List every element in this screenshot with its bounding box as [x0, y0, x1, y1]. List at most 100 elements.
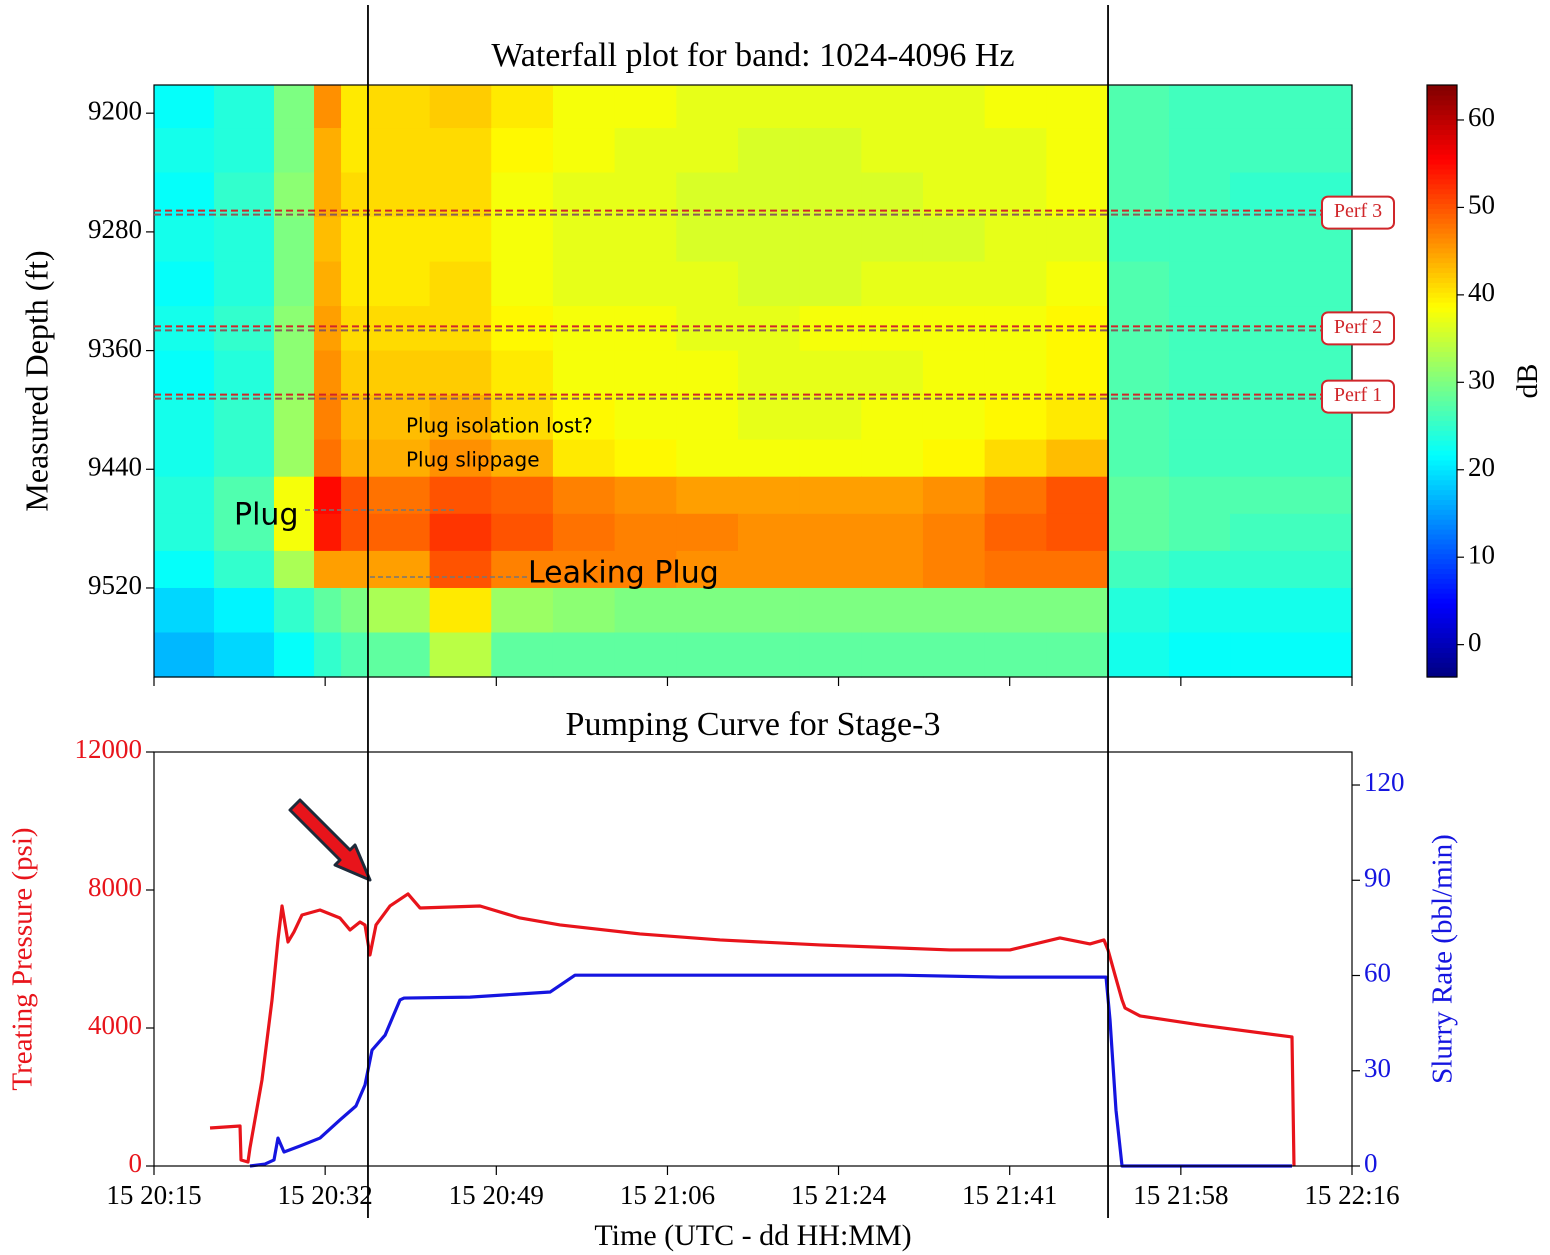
heat-cell [429, 128, 492, 174]
colorbar-swatch [1427, 89, 1457, 96]
annotation: Leaking Plug [528, 556, 719, 591]
heat-cell [213, 439, 275, 478]
heatmap-cells [154, 85, 1353, 678]
heat-cell [1169, 128, 1231, 174]
heat-cell [984, 350, 1047, 396]
heat-cell [491, 476, 554, 515]
colorbar-swatch [1427, 237, 1457, 244]
y-axis-label: Treating Pressure (psi) [7, 827, 39, 1090]
series-line [249, 973, 1292, 1168]
colorbar-swatch [1427, 494, 1457, 500]
colorbar-tick-label: 20 [1468, 452, 1495, 482]
heat-cell [861, 550, 924, 589]
heat-cell [273, 632, 315, 678]
heat-cell [154, 306, 215, 352]
heat-cell [154, 172, 215, 218]
heat-cell [314, 550, 342, 589]
heat-cell [676, 439, 739, 478]
heat-cell [1108, 306, 1170, 352]
heat-cell [154, 587, 215, 634]
heat-cell [1169, 217, 1231, 263]
colorbar-swatch [1427, 603, 1457, 609]
heat-cell [1046, 439, 1109, 478]
heat-cell [922, 439, 986, 478]
heat-cell [922, 476, 986, 515]
heat-cell [1230, 439, 1353, 478]
heat-cell [738, 476, 801, 515]
heat-cell [676, 550, 739, 589]
colorbar-swatch [1427, 459, 1457, 466]
annotation: Plug slippage [406, 448, 540, 472]
colorbar-swatch [1427, 612, 1457, 619]
heat-cell [154, 261, 215, 307]
heat-cell [922, 350, 986, 396]
colorbar-swatch [1427, 558, 1457, 565]
heat-cell [676, 632, 739, 678]
colorbar-swatch [1427, 371, 1457, 377]
heat-cell [429, 587, 492, 634]
heat-cell [1108, 217, 1170, 263]
heat-cell [1046, 513, 1109, 552]
colorbar-swatch [1427, 292, 1457, 298]
heat-cell [614, 172, 677, 218]
colorbar-swatch [1427, 425, 1457, 431]
colorbar-tick-label: 0 [1468, 627, 1482, 657]
heat-cell [367, 261, 431, 307]
colorbar-swatch [1427, 257, 1457, 264]
heat-cell [341, 513, 369, 552]
heat-cell [154, 128, 215, 174]
x-tick-label: 15 21:06 [620, 1180, 715, 1210]
perf-label: Perf 1 [1334, 384, 1382, 406]
heat-cell [922, 261, 986, 307]
heat-cell [341, 350, 369, 396]
heat-cell [614, 217, 677, 263]
colorbar-swatch [1427, 405, 1457, 412]
heat-cell [1169, 395, 1231, 441]
colorbar-swatch [1427, 346, 1457, 352]
y-tick-label: 0 [129, 1148, 143, 1178]
heat-cell [984, 513, 1047, 552]
heat-cell [861, 587, 924, 634]
heat-cell [367, 350, 431, 396]
heat-cell [799, 350, 862, 396]
heat-cell [367, 128, 431, 174]
heat-cell [491, 85, 554, 129]
colorbar-swatch [1427, 479, 1457, 486]
colorbar-swatch [1427, 104, 1457, 111]
colorbar-swatch [1427, 672, 1457, 678]
heat-cell [614, 550, 677, 589]
colorbar-swatch [1427, 262, 1457, 269]
colorbar-swatch [1427, 543, 1457, 550]
heat-cell [861, 128, 924, 174]
heat-cell [922, 85, 986, 129]
colorbar-tick-label: 30 [1468, 365, 1495, 395]
heat-cell [1169, 513, 1231, 552]
heat-cell [273, 395, 315, 441]
heat-cell [738, 306, 801, 352]
heat-cell [799, 632, 862, 678]
x-tick-label: 15 21:58 [1133, 1180, 1228, 1210]
colorbar-swatch [1427, 637, 1457, 644]
plot-frame [153, 751, 1353, 1167]
colorbar-swatch [1427, 109, 1457, 116]
colorbar-swatch [1427, 193, 1457, 200]
colorbar-swatch [1427, 99, 1457, 106]
colorbar-swatch [1427, 524, 1457, 530]
heat-cell [429, 261, 492, 307]
colorbar-swatch [1427, 129, 1457, 135]
heat-cell [922, 306, 986, 352]
colorbar-swatch [1427, 395, 1457, 402]
heat-cell [861, 476, 924, 515]
heat-cell [341, 261, 369, 307]
heat-cell [154, 513, 215, 552]
heat-cell [552, 632, 616, 678]
y-tick-label: 9280 [88, 214, 142, 244]
heat-cell [1230, 85, 1353, 129]
heat-cell [676, 587, 739, 634]
heat-cell [341, 85, 369, 129]
heat-cell [676, 306, 739, 352]
heat-cell [429, 439, 492, 478]
heat-cell [1046, 476, 1109, 515]
heat-cell [491, 128, 554, 174]
heat-cell [676, 217, 739, 263]
